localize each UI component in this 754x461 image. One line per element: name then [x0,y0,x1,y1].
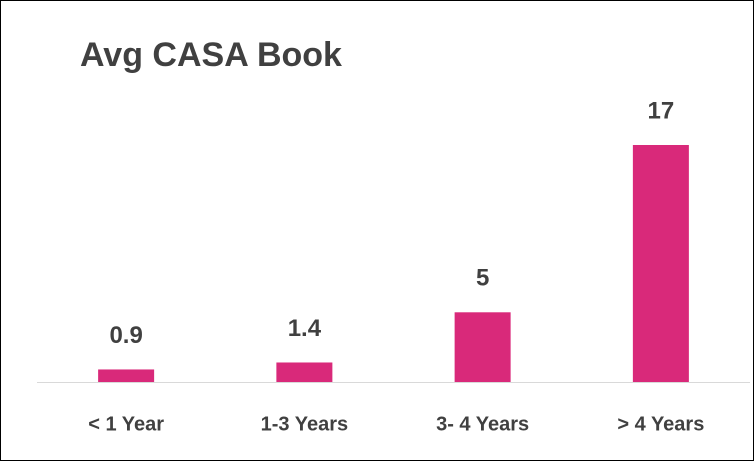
data-label: 0.9 [109,322,142,349]
x-tick-label: 3- 4 Years [436,413,529,435]
bar [276,362,333,382]
x-tick-label: < 1 Year [88,413,164,435]
bar [632,145,689,382]
data-label: 17 [648,97,675,124]
bar [98,369,155,382]
x-tick-label: > 4 Years [617,413,704,435]
bar [454,312,511,382]
chart-title: Avg CASA Book [80,36,342,74]
x-tick-label: 1-3 Years [261,413,349,435]
data-label: 5 [476,265,489,292]
data-label: 1.4 [288,315,322,342]
